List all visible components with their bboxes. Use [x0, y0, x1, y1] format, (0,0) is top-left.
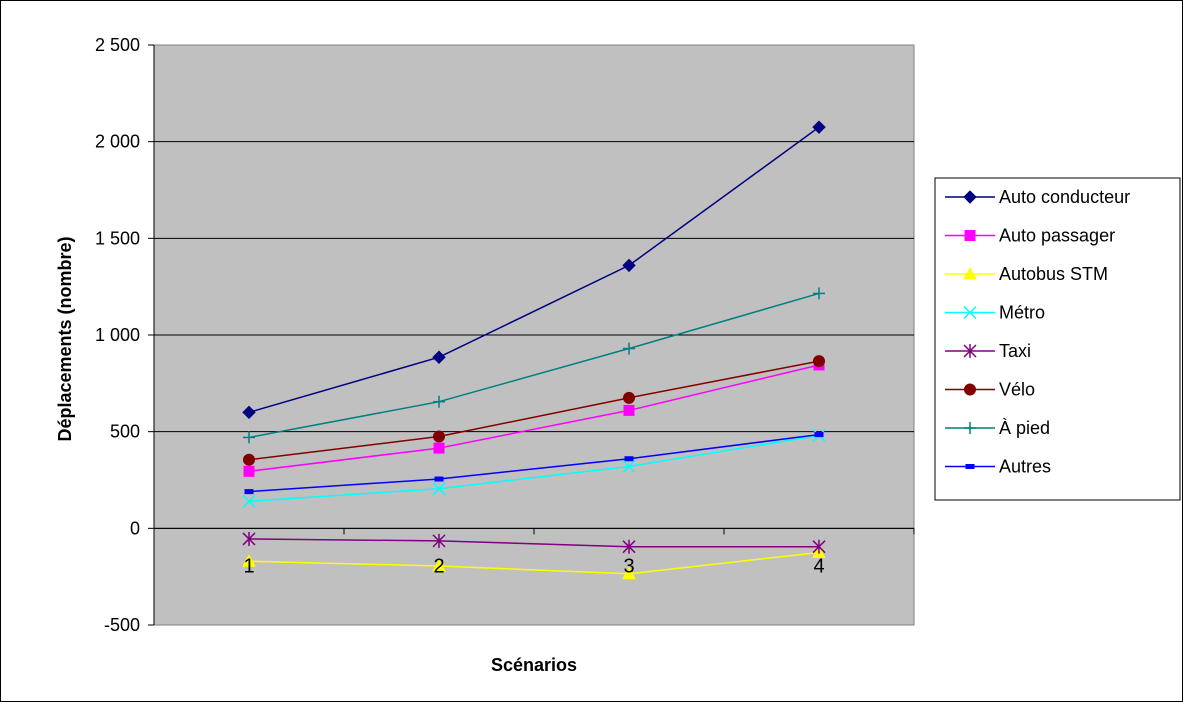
data-point: [432, 533, 446, 548]
y-tick-label: 0: [130, 518, 140, 538]
y-tick-label: 2 000: [95, 132, 140, 152]
series-5: [243, 355, 825, 466]
series-3: [242, 429, 826, 508]
legend-label: Auto passager: [999, 226, 1115, 246]
data-point: [432, 482, 446, 496]
data-point: [243, 431, 255, 444]
series-6: [243, 287, 825, 444]
x-axis-categories: 1 2 3 4: [243, 555, 824, 577]
series-layer: [242, 120, 826, 580]
series-line: [248, 126, 820, 414]
y-tick-label: 500: [110, 422, 140, 442]
data-point: [433, 442, 445, 454]
data-point: [812, 539, 826, 554]
legend-item: Autobus STM: [945, 264, 1108, 284]
data-point: [624, 456, 634, 462]
x-category-label: 1: [243, 555, 254, 577]
data-point: [963, 344, 977, 358]
data-point: [814, 432, 824, 438]
y-tick-label: -500: [104, 615, 140, 635]
series-line: [248, 538, 819, 548]
data-point: [963, 190, 977, 204]
data-point: [622, 258, 636, 273]
data-point: [433, 395, 445, 408]
series-7: [244, 432, 824, 495]
data-point: [244, 489, 254, 495]
legend-item: Taxi: [945, 341, 1031, 361]
series-line: [248, 360, 820, 461]
data-point: [622, 459, 636, 473]
data-point: [242, 554, 256, 567]
data-point: [623, 404, 635, 416]
legend-item: Auto passager: [945, 226, 1115, 246]
data-point: [243, 453, 255, 466]
legend-box: [934, 177, 1181, 501]
series-4: [242, 531, 826, 554]
data-point: [243, 465, 255, 477]
legend-label: Taxi: [999, 341, 1031, 361]
data-point: [622, 539, 636, 554]
y-tick-label: 1 000: [95, 325, 140, 345]
series-0: [242, 120, 826, 420]
data-point: [963, 266, 977, 280]
series-line: [248, 433, 820, 493]
x-category-label: 4: [813, 555, 824, 577]
data-point: [433, 430, 445, 443]
data-point: [623, 391, 635, 404]
x-category-label: 2: [433, 555, 444, 577]
y-tick-label: 1 500: [95, 228, 140, 248]
data-point: [242, 405, 256, 420]
data-point: [965, 464, 975, 469]
data-point: [434, 476, 444, 482]
legend: Auto conducteur Auto passager Autobus STM M…: [934, 177, 1181, 501]
legend-label: Métro: [999, 303, 1045, 323]
series-line: [248, 434, 820, 503]
legend-label: Autobus STM: [999, 264, 1108, 284]
data-point: [964, 422, 976, 434]
data-point: [963, 305, 977, 320]
legend-item: À pied: [945, 418, 1050, 438]
data-point: [622, 566, 636, 580]
data-point: [623, 342, 635, 355]
data-point: [813, 287, 825, 300]
y-axis: -500 0 500 1 000 1 500 2 000 2 500: [95, 35, 915, 635]
legend-item: Auto conducteur: [945, 187, 1130, 207]
legend-item: Métro: [945, 303, 1045, 323]
series-line: [248, 364, 820, 473]
series-line: [248, 551, 820, 575]
data-point: [964, 230, 976, 241]
data-point: [432, 558, 446, 572]
legend-item: Autres: [945, 457, 1051, 477]
legend-label: Autres: [999, 457, 1051, 477]
data-point: [432, 350, 446, 364]
series-line: [248, 292, 820, 439]
data-point: [964, 383, 976, 396]
legend-label: Vélo: [999, 380, 1035, 400]
x-category-label: 3: [623, 555, 634, 577]
legend-item: Vélo: [945, 380, 1035, 400]
data-point: [812, 120, 826, 134]
x-axis-label: Scénarios: [491, 655, 577, 675]
y-axis-label: Déplacements (nombre): [55, 236, 75, 441]
legend-label: À pied: [999, 418, 1050, 438]
legend-label: Auto conducteur: [999, 187, 1130, 207]
y-tick-label: 2 500: [95, 35, 140, 55]
data-point: [242, 494, 256, 508]
data-point: [242, 531, 256, 546]
data-point: [813, 355, 825, 368]
